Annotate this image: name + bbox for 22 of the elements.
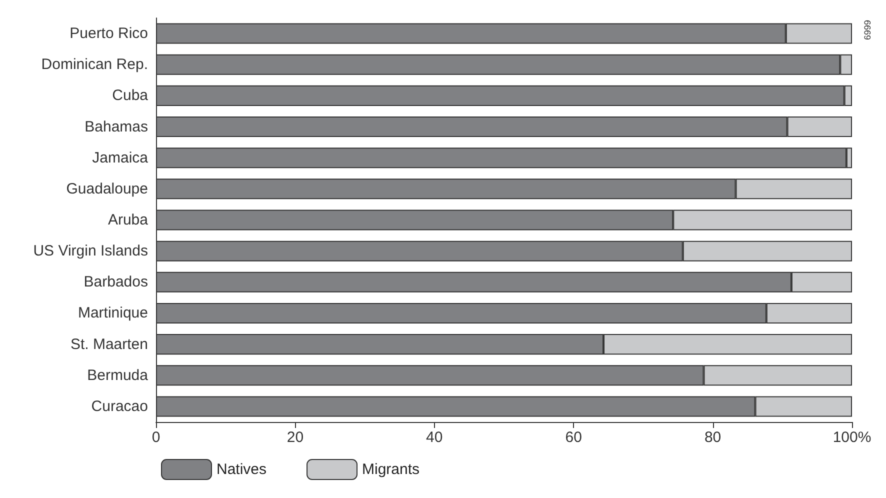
y-tick-label: Puerto Rico (70, 25, 148, 42)
y-tick-label: Martinique (78, 304, 148, 322)
y-tick-label: Dominican Rep. (41, 56, 148, 74)
x-tick-label: 60 (565, 429, 582, 446)
x-tick-label: 80 (704, 429, 722, 446)
x-tick-label: 20 (286, 429, 304, 446)
y-tick-label: Bermuda (87, 366, 149, 384)
x-tick-label: 40 (426, 429, 443, 446)
y-tick-label: Barbados (84, 274, 148, 291)
x-tick-label: 100% (832, 429, 872, 446)
legend-label: Migrants (362, 461, 420, 478)
text: 6999 (862, 20, 872, 40)
y-tick-label: Aruba (108, 212, 149, 228)
y-tick-label: Guadaloupe (66, 180, 148, 198)
legend-label: Natives (216, 461, 267, 478)
y-tick-label: Curacao (91, 398, 148, 415)
x-tick-label: 0 (152, 429, 160, 446)
y-tick-label: Bahamas (84, 118, 148, 136)
y-tick-label: Cuba (112, 87, 149, 104)
y-tick-label: St. Maarten (70, 336, 148, 353)
y-tick-label: Jamaica (92, 149, 149, 166)
y-tick-label: US Virgin Islands (33, 242, 148, 260)
